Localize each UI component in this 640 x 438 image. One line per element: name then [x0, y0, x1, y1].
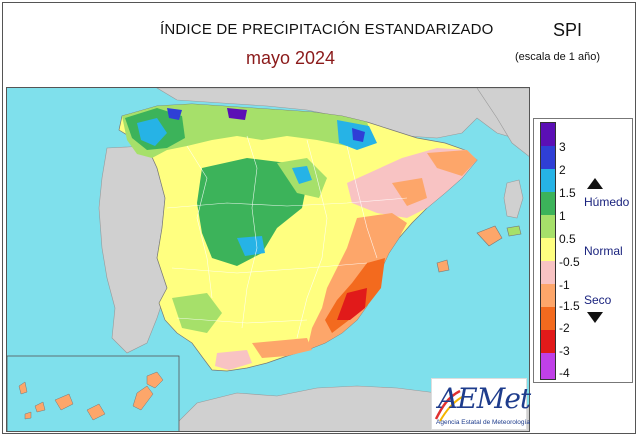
legend-swatch-2 — [541, 146, 555, 169]
cantabria-extreme — [227, 108, 247, 120]
legend-swatch-5 — [541, 215, 555, 238]
legend-swatch-3 — [541, 169, 555, 192]
central-very-wet-b — [237, 236, 265, 256]
legend-tick: 2 — [559, 163, 566, 177]
legend-swatch-10 — [541, 330, 555, 353]
galicia-extreme — [167, 108, 182, 120]
dry-triangle-icon — [587, 312, 603, 323]
index-scale: (escala de 1 año) — [515, 51, 600, 63]
galicia-very-wet — [137, 118, 167, 146]
ibiza — [436, 259, 450, 273]
basque-extreme — [352, 128, 365, 142]
mallorca — [476, 225, 503, 247]
wet-triangle-icon — [587, 178, 603, 189]
region-borders — [166, 135, 408, 339]
logo-swoosh-icon — [434, 389, 463, 422]
logo-tagline: Agencia Estatal de Meteorología — [436, 419, 530, 426]
north-wet-zone — [122, 104, 372, 158]
legend-tick: 0.5 — [559, 232, 576, 246]
legend-tick: -1 — [559, 278, 570, 292]
south-dry — [215, 350, 252, 370]
southwest-moderate — [172, 293, 222, 333]
aemet-logo: AEMet Agencia Estatal de Meteorología — [431, 378, 531, 430]
catalonia-dry — [427, 150, 477, 176]
map-canvas — [7, 88, 529, 431]
spi-map — [6, 87, 530, 432]
central-very-wet-a — [292, 166, 312, 184]
central-wet-zone — [197, 158, 307, 266]
south-coast-dry — [252, 338, 312, 358]
legend-dry-label: Seco — [584, 293, 612, 307]
legend-tick: 3 — [559, 140, 566, 154]
legend-swatch-9 — [541, 307, 555, 330]
legend-tick: -1.5 — [559, 299, 580, 313]
legend-swatch-1 — [541, 123, 555, 146]
menorca — [506, 225, 522, 237]
legend-tick: 1 — [559, 209, 566, 223]
tenerife — [54, 393, 74, 411]
el-hierro — [24, 411, 32, 420]
map-title: ÍNDICE DE PRECIPITACIÓN ESTANDARIZADO — [160, 21, 494, 38]
legend-tick: -0.5 — [559, 255, 580, 269]
italy — [476, 88, 529, 157]
legend-swatch-6 — [541, 238, 555, 261]
legend-normal-label: Normal — [584, 244, 623, 258]
legend-tick: -2 — [559, 321, 570, 335]
ebro-dry — [392, 178, 427, 206]
gran-canaria — [86, 403, 106, 421]
index-name: SPI — [553, 20, 583, 40]
legend-swatch-11 — [541, 353, 555, 379]
fuerteventura — [132, 385, 154, 411]
legend-tick: -3 — [559, 344, 570, 358]
la-gomera — [34, 401, 46, 413]
lanzarote — [146, 371, 164, 389]
legend-tick: 1.5 — [559, 186, 576, 200]
logo-wordmark: AEMet — [438, 382, 531, 415]
map-subtitle: mayo 2024 — [246, 48, 336, 68]
legend-swatch-4 — [541, 192, 555, 215]
legend-wet-label: Húmedo — [584, 195, 630, 209]
legend-swatch-7 — [541, 261, 555, 284]
legend-swatch-8 — [541, 284, 555, 307]
la-palma — [18, 381, 28, 395]
sardinia — [503, 179, 524, 219]
legend-tick: -4 — [559, 366, 570, 380]
southeast-extreme-dry — [337, 288, 367, 320]
legend-color-bar — [540, 122, 556, 380]
